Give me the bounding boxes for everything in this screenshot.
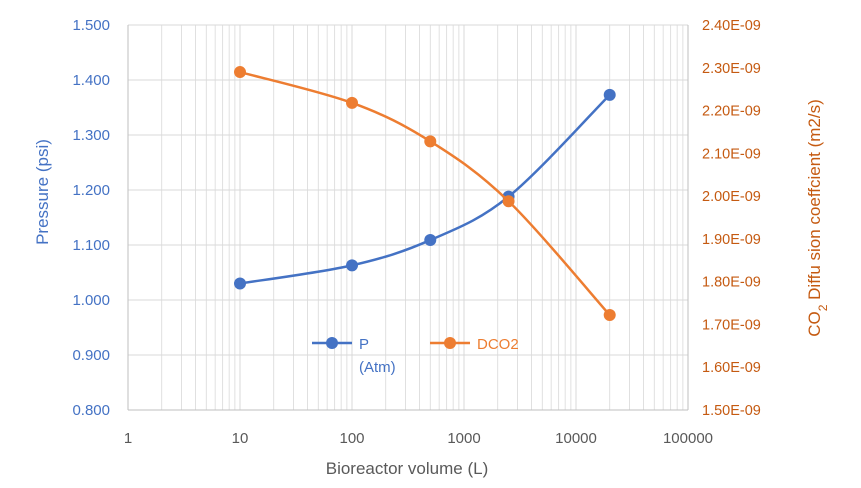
data-point-p (234, 277, 246, 290)
y-axis-right-title: CO2 Diffu sion coeffcient (m2/s) (805, 99, 830, 337)
series-line-dco2 (239, 70, 611, 316)
y-right-tick-label: 1.70E-09 (702, 317, 761, 333)
y-left-tick-label: 1.500 (72, 17, 110, 34)
legend-p-label: P (359, 336, 369, 353)
y-left-tick-label: 1.000 (72, 292, 110, 309)
series (234, 66, 616, 322)
y-axis-right-title-subscript: 2 (816, 304, 830, 311)
data-point-dco2 (234, 66, 246, 79)
x-tick-label: 1 (124, 430, 132, 447)
y-right-tick-label: 1.60E-09 (702, 360, 761, 376)
legend-item-dco2[interactable]: DCO2 (430, 336, 519, 353)
data-point-p (346, 259, 358, 272)
y-left-tick-label: 1.100 (72, 237, 110, 254)
data-point-dco2 (346, 96, 358, 109)
y-left-tick-label: 1.400 (72, 72, 110, 89)
series-line-p (239, 93, 611, 285)
y-right-tick-label: 2.30E-09 (702, 61, 761, 77)
y-left-tick-label: 0.900 (72, 347, 110, 364)
y-axis-left-title: Pressure (psi) (33, 139, 52, 245)
y-left-tick-label: 1.200 (72, 182, 110, 199)
y-axis-right-title-prefix: CO (805, 311, 824, 337)
tick-labels: 0.800 0.900 1.000 1.100 1.200 1.300 1.400 1.500… (72, 17, 760, 447)
y-right-tick-label: 2.10E-09 (702, 146, 761, 162)
x-axis-title: Bioreactor volume (L) (326, 459, 489, 478)
y-right-tick-label: 1.50E-09 (702, 403, 761, 419)
y-right-tick-label: 1.90E-09 (702, 232, 761, 248)
legend-item-p[interactable]: P (Atm) (312, 336, 396, 376)
data-point-p (424, 234, 437, 247)
legend-p-label-unit: (Atm) (359, 359, 396, 376)
legend-p-marker (326, 337, 338, 349)
y-right-tick-label: 2.20E-09 (702, 104, 761, 120)
x-tick-label: 10000 (555, 430, 597, 447)
axes (127, 25, 689, 411)
x-tick-label: 100000 (663, 430, 713, 447)
legend: P (Atm) DCO2 (312, 336, 519, 376)
data-point-p (603, 88, 616, 101)
data-point-dco2 (424, 135, 437, 148)
y-left-tick-label: 1.300 (72, 127, 110, 144)
x-tick-label: 100 (339, 430, 364, 447)
x-tick-label: 10 (232, 430, 249, 447)
data-point-dco2 (502, 195, 515, 208)
data-point-dco2 (603, 309, 616, 322)
gridlines (127, 24, 689, 411)
y-right-tick-label: 1.80E-09 (702, 275, 761, 291)
x-tick-label: 1000 (447, 430, 480, 447)
y-axis-right-title-suffix: Diffu sion coeffcient (m2/s) (805, 99, 824, 304)
legend-dco2-label: DCO2 (477, 336, 519, 353)
legend-dco2-marker (444, 337, 456, 349)
y-left-tick-label: 0.800 (72, 402, 110, 419)
y-right-tick-label: 2.40E-09 (702, 18, 761, 34)
y-right-tick-label: 2.00E-09 (702, 189, 761, 205)
